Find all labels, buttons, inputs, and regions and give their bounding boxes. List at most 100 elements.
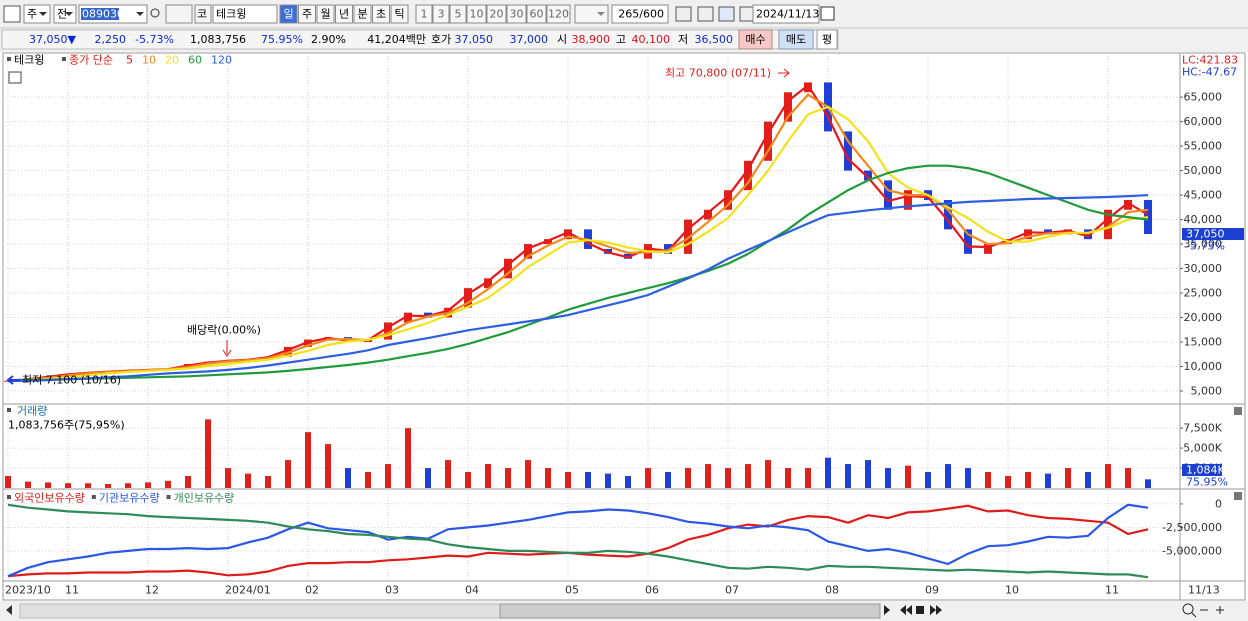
info-turnover: 2.90%	[311, 33, 346, 46]
sell-button[interactable]	[778, 29, 814, 50]
zoom-buttons[interactable]	[1200, 606, 1224, 614]
legend-marker	[7, 495, 11, 499]
volume-bar	[1025, 472, 1031, 488]
chart-title: 테크윙	[14, 54, 44, 67]
x-tick-label: 2023/10	[5, 584, 51, 597]
sell-label[interactable]: 매도	[786, 33, 806, 46]
period-button[interactable]	[316, 4, 335, 24]
volume-bar	[65, 483, 71, 488]
tool-icon[interactable]	[697, 6, 714, 22]
period-button[interactable]	[298, 4, 316, 24]
rewind-button[interactable]	[900, 605, 912, 615]
interval-button[interactable]	[449, 4, 467, 24]
tool-icon[interactable]	[718, 6, 735, 22]
period-button[interactable]	[353, 4, 372, 24]
legend-marker	[7, 408, 11, 412]
candle	[1124, 199, 1132, 210]
calendar-icon[interactable]	[820, 6, 835, 21]
info-price: 37,050▼	[29, 33, 76, 46]
ma-line	[7, 105, 1149, 382]
current-volume-label: 1,084K	[1186, 464, 1225, 477]
y-tick-label: 25,000	[1184, 287, 1223, 300]
play-button[interactable]	[884, 605, 890, 615]
period-button[interactable]	[390, 4, 409, 24]
dropdown-arrow[interactable]	[136, 12, 144, 16]
volume-bar	[665, 472, 671, 488]
scroll-thumb[interactable]	[499, 603, 881, 619]
holding-line	[7, 503, 1149, 579]
period-label: 일	[283, 7, 293, 21]
count-input[interactable]	[611, 4, 669, 24]
search-icon[interactable]	[150, 8, 160, 18]
x-tick-label: 2024/01	[225, 584, 271, 597]
volume-bar	[465, 472, 471, 488]
window-icon[interactable]	[3, 5, 21, 23]
legend-item: 10	[142, 54, 156, 67]
panel-close[interactable]	[1234, 492, 1242, 500]
interval-button[interactable]	[486, 4, 507, 24]
stop-button[interactable]	[916, 606, 924, 614]
interval-button[interactable]	[506, 4, 527, 24]
interval-label: 20	[490, 8, 504, 21]
interval-button[interactable]	[432, 4, 450, 24]
x-tick-label: 04	[465, 584, 479, 597]
period-button[interactable]	[279, 4, 298, 24]
avg-button[interactable]	[816, 29, 838, 50]
legend-marker	[62, 57, 66, 61]
unit-select[interactable]	[574, 4, 609, 24]
avg-label[interactable]: 평	[822, 33, 832, 46]
info-change: 2,250	[95, 33, 127, 46]
adjust-select[interactable]	[53, 4, 77, 24]
annotation: 최저 7,100 (10/16)	[22, 374, 121, 387]
tool-icon[interactable]	[675, 6, 692, 22]
period-select[interactable]	[23, 4, 51, 24]
forward-button[interactable]	[930, 605, 942, 615]
dropdown-arrow[interactable]	[65, 12, 73, 16]
interval-label: 120	[548, 8, 569, 21]
candle	[764, 121, 772, 161]
volume-bar	[145, 482, 151, 488]
info-ask: 37,050	[455, 33, 494, 46]
scroll-left[interactable]	[6, 605, 12, 615]
table-icon[interactable]	[8, 71, 22, 84]
volume-bar	[765, 460, 771, 488]
chart-frame	[2, 52, 1246, 601]
dropdown-arrow[interactable]	[39, 12, 47, 16]
panel-close[interactable]	[1234, 407, 1242, 415]
info-bid: 37,000	[510, 33, 549, 46]
volume-bar	[865, 460, 871, 488]
interval-button[interactable]	[526, 4, 547, 24]
volume-bar	[945, 464, 951, 488]
buy-button[interactable]	[738, 29, 773, 50]
x-tick-label: 08	[825, 584, 839, 597]
period-label: 초	[376, 8, 386, 21]
interval-button[interactable]	[546, 4, 571, 24]
period-label: 년	[339, 8, 349, 21]
candle	[944, 199, 952, 230]
period-button[interactable]	[335, 4, 353, 24]
volume-bar	[905, 465, 911, 488]
date-input[interactable]	[752, 4, 820, 24]
period-button[interactable]	[372, 4, 390, 24]
volume-bar	[625, 476, 631, 488]
buy-label[interactable]: 매수	[745, 33, 765, 46]
x-tick-label: 06	[645, 584, 659, 597]
y-tick-label: -5,000,000	[1162, 544, 1222, 557]
interval-button[interactable]	[466, 4, 487, 24]
current-price-label: 37,050	[1186, 228, 1225, 241]
volume-bar	[1085, 472, 1091, 488]
volume-bar	[885, 468, 891, 488]
candle	[904, 190, 912, 210]
hc-label: HC:-47.67	[1182, 66, 1237, 79]
volume-bar	[325, 444, 331, 488]
volume-bar	[925, 472, 931, 488]
interval-button[interactable]	[415, 4, 433, 24]
legend-marker	[7, 57, 11, 61]
speaker-button[interactable]	[165, 4, 193, 24]
annotation: 배당락(0.00%)	[187, 324, 261, 337]
zoom-icon[interactable]	[1182, 603, 1197, 618]
name-input[interactable]	[212, 4, 278, 24]
candle	[744, 160, 752, 191]
market-box	[194, 4, 212, 24]
y-tick-label: 55,000	[1184, 140, 1223, 153]
